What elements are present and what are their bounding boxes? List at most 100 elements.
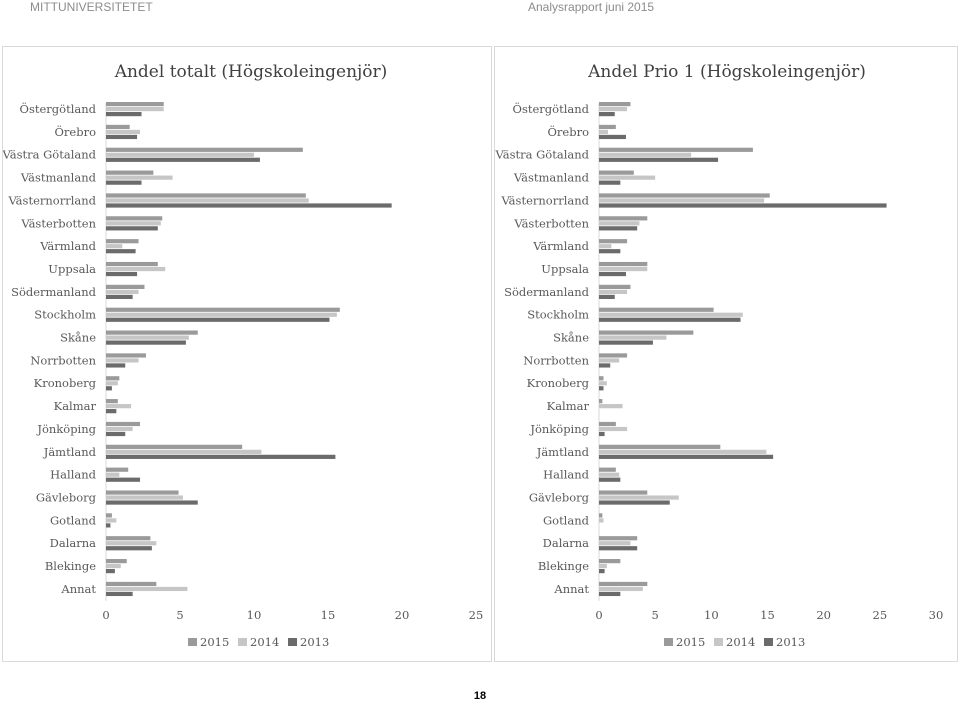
bar-2015: [599, 102, 631, 107]
category-label: Norrbotten: [523, 353, 589, 367]
bar-2014: [599, 266, 648, 272]
category-label: Södermanland: [504, 285, 590, 299]
legend-label-2013: 2013: [300, 635, 329, 649]
bar-2015: [599, 124, 616, 130]
category-label: Annat: [553, 582, 589, 596]
x-tick-label: 10: [704, 608, 719, 622]
bar-2015: [106, 513, 112, 518]
bar-2015: [599, 216, 648, 221]
bar-2013: [599, 454, 774, 459]
bar-2015: [599, 536, 638, 541]
category-label: Västernorrland: [500, 193, 589, 207]
x-tick-label: 15: [321, 608, 336, 622]
category-label: Annat: [60, 582, 96, 596]
bar-2013: [106, 454, 336, 459]
bar-2013: [106, 249, 136, 254]
bar-2015: [599, 444, 721, 449]
category-label: Västernorrland: [7, 193, 96, 207]
x-tick-label: 5: [176, 608, 183, 622]
bar-2013: [106, 134, 138, 140]
x-tick-label: 0: [595, 608, 602, 622]
bar-2013: [106, 431, 126, 437]
bar-2015: [106, 399, 118, 404]
bar-2015: [106, 261, 158, 267]
category-label: Dalarna: [543, 536, 590, 550]
category-label: Västra Götaland: [3, 148, 97, 162]
bar-2013: [599, 180, 621, 185]
category-label: Skåne: [553, 331, 589, 345]
bar-2015: [599, 376, 604, 381]
chart-prio1: Andel Prio 1 (Högskoleingenjör) Östergötl…: [495, 62, 943, 649]
bar-2014: [106, 312, 337, 317]
legend-swatch-2013: [764, 638, 773, 646]
bar-2013: [106, 523, 111, 528]
header-right: Analysrapport juni 2015: [528, 0, 655, 14]
bar-2015: [599, 261, 648, 267]
chart-panel-prio1: Andel Prio 1 (Högskoleingenjör) Östergötl…: [494, 46, 958, 662]
category-label: Kronoberg: [34, 376, 97, 390]
bar-2015: [106, 284, 145, 289]
x-tick-label: 10: [247, 608, 262, 622]
bar-2014: [599, 152, 692, 157]
category-label: Uppsala: [541, 262, 589, 276]
x-tick-label: 25: [873, 608, 888, 622]
bar-2013: [599, 500, 670, 505]
category-label: Västerbotten: [20, 216, 96, 230]
bar-2013: [599, 294, 615, 299]
bar-2014: [599, 244, 612, 249]
bar-2014: [599, 518, 604, 523]
category-label: Gävleborg: [36, 490, 97, 504]
legend-label-2014: 2014: [726, 635, 755, 649]
bar-2013: [599, 271, 626, 277]
bar-2013: [106, 112, 142, 117]
bar-2015: [599, 193, 770, 198]
category-label: Jönköping: [36, 422, 96, 436]
bar-2013: [599, 340, 653, 345]
bar-2013: [599, 134, 626, 140]
bar-2014: [106, 289, 139, 294]
bar-2015: [106, 376, 120, 381]
bar-2014: [106, 152, 254, 157]
x-tick-label: 15: [760, 608, 775, 622]
bar-2015: [599, 421, 616, 427]
bar-2013: [599, 546, 638, 551]
bar-2013: [106, 409, 117, 414]
category-label: Gotland: [543, 513, 590, 527]
bar-2015: [106, 147, 303, 152]
category-label: Stockholm: [34, 308, 96, 322]
category-label: Halland: [543, 468, 590, 482]
bar-2013: [599, 363, 611, 368]
category-label: Dalarna: [50, 536, 97, 550]
bar-2014: [599, 289, 628, 294]
bar-2014: [106, 426, 133, 432]
bar-2015: [106, 421, 141, 427]
bar-2015: [106, 102, 164, 107]
bar-2014: [599, 541, 631, 546]
bar-2013: [106, 500, 198, 505]
category-label: Uppsala: [48, 262, 96, 276]
category-label: Gävleborg: [529, 490, 590, 504]
bar-2015: [106, 216, 163, 221]
bar-2013: [599, 431, 605, 437]
category-label: Stockholm: [527, 308, 589, 322]
bar-2014: [106, 198, 309, 203]
category-label: Västmanland: [513, 171, 590, 185]
bar-2013: [106, 363, 126, 368]
bar-2015: [599, 353, 628, 358]
bar-2014: [106, 495, 183, 500]
bar-2015: [599, 490, 648, 495]
x-tick-label: 20: [395, 608, 410, 622]
bar-2013: [599, 477, 621, 482]
bar-2015: [106, 307, 340, 312]
category-label: Gotland: [50, 513, 97, 527]
bar-2013: [106, 340, 186, 345]
bar-2014: [106, 358, 139, 363]
bar-2015: [106, 581, 157, 587]
bar-2014: [106, 564, 121, 569]
bar-2014: [599, 564, 607, 569]
bar-2014: [599, 129, 608, 135]
bar-2014: [106, 449, 262, 454]
bar-2013: [599, 203, 887, 208]
category-label: Halland: [50, 468, 97, 482]
bar-2014: [106, 175, 173, 180]
